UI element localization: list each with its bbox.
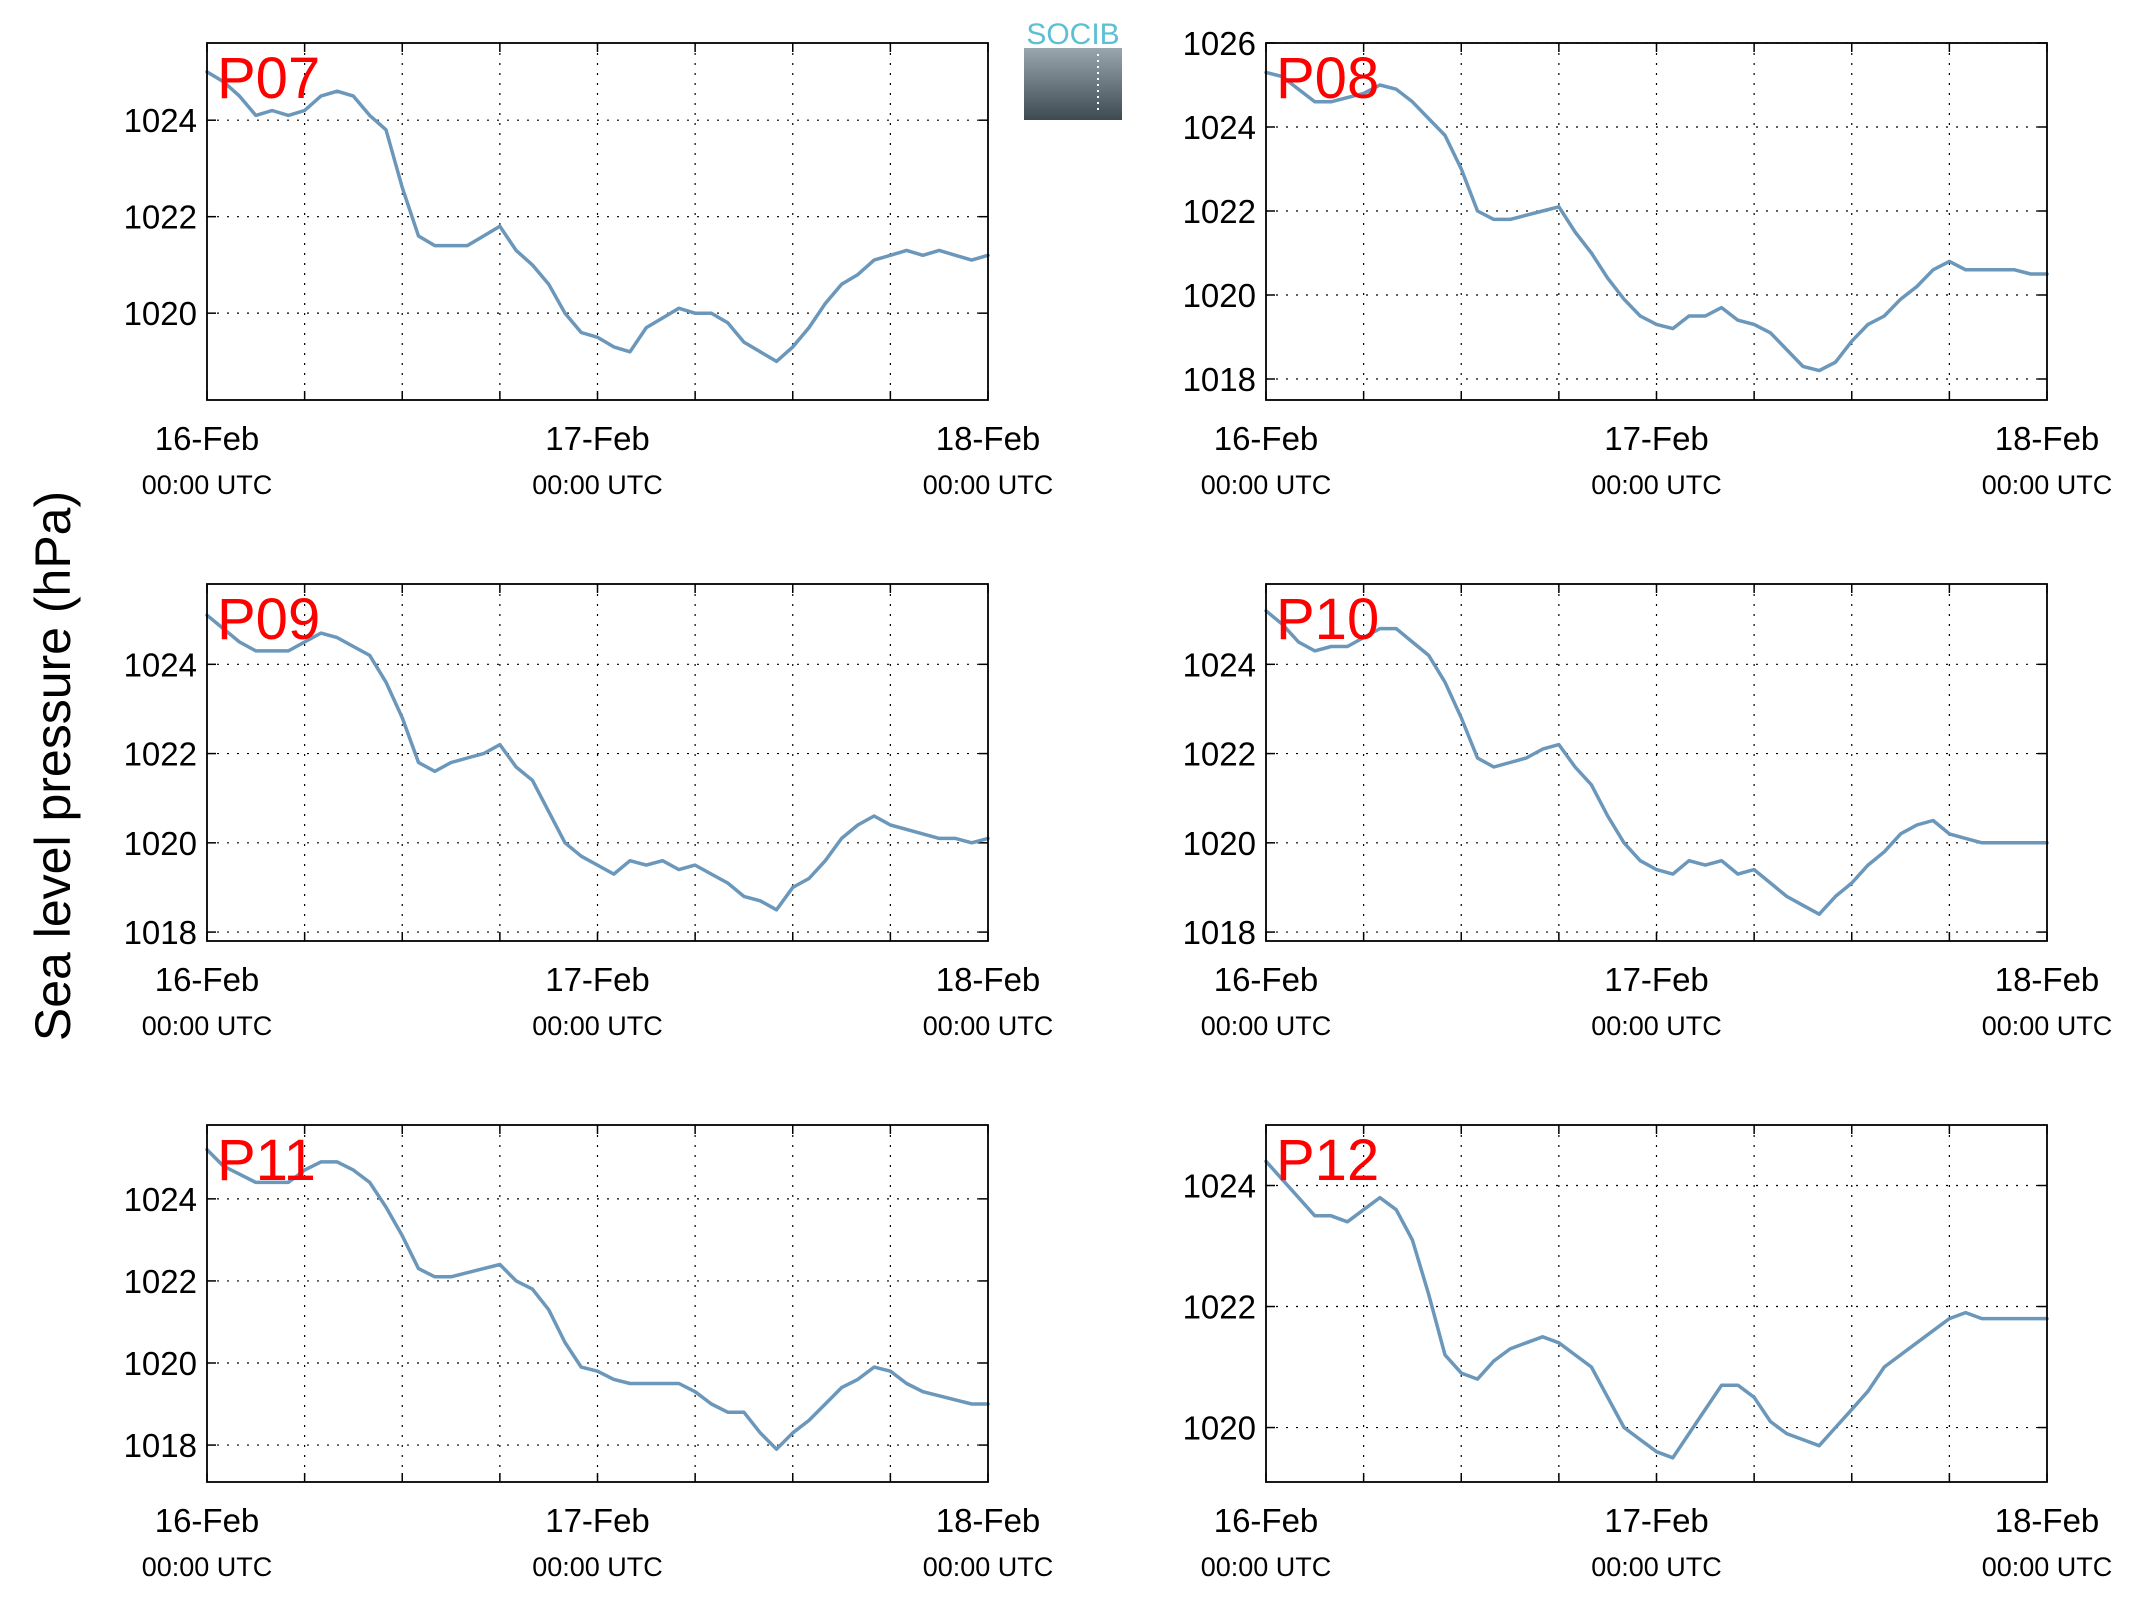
x-tick-date: 18-Feb <box>1995 961 2100 998</box>
x-tick-date: 17-Feb <box>545 1502 650 1539</box>
station-label: P12 <box>1276 1128 1379 1193</box>
panel-p10: 1018 1020 1022 1024 16-Feb 00:00 UTC 17-Feb 00:… <box>1183 583 2113 1041</box>
socib-logo: SOCIB <box>1024 18 1122 120</box>
x-tick-date: 17-Feb <box>1604 420 1709 457</box>
x-tick-date: 17-Feb <box>545 961 650 998</box>
panel-p07: 1020 1022 1024 16-Feb 00:00 UTC 17-Feb 00:00 U… <box>124 42 1054 500</box>
y-tick-label: 1024 <box>1183 646 1256 683</box>
y-tick-label: 1024 <box>124 646 197 683</box>
plot-frame <box>1265 1124 2048 1483</box>
y-tick-label: 1020 <box>124 295 197 332</box>
y-axis-label: Sea level pressure (hPa) <box>25 491 81 1041</box>
series-line-p12 <box>1264 1159 2049 1460</box>
series-line-p11 <box>205 1147 990 1451</box>
y-tick-label: 1024 <box>1183 1168 1256 1205</box>
x-tick-time: 00:00 UTC <box>532 1011 663 1041</box>
plot-frame <box>206 583 989 942</box>
y-tick-label: 1022 <box>1183 1289 1256 1326</box>
y-tick-label: 1020 <box>1183 277 1256 314</box>
x-tick-time: 00:00 UTC <box>532 1552 663 1582</box>
y-tick-label: 1022 <box>1183 193 1256 230</box>
x-tick-time: 00:00 UTC <box>1982 470 2113 500</box>
station-label: P07 <box>217 46 320 111</box>
x-tick-date: 16-Feb <box>1214 961 1319 998</box>
x-tick-date: 18-Feb <box>936 961 1041 998</box>
y-tick-label: 1020 <box>1183 1410 1256 1447</box>
y-tick-label: 1024 <box>124 102 197 139</box>
panel-p09: 1018 1020 1022 1024 16-Feb 00:00 UTC 17-Feb 00:… <box>124 583 1054 1041</box>
y-tick-label: 1022 <box>124 736 197 773</box>
y-tick-label: 1018 <box>1183 361 1256 398</box>
x-tick-time: 00:00 UTC <box>1201 1552 1332 1582</box>
x-tick-date: 18-Feb <box>936 1502 1041 1539</box>
x-tick-time: 00:00 UTC <box>1982 1552 2113 1582</box>
y-tick-label: 1020 <box>124 1345 197 1382</box>
x-tick-time: 00:00 UTC <box>923 470 1054 500</box>
y-tick-label: 1018 <box>1183 914 1256 951</box>
y-tick-label: 1018 <box>124 914 197 951</box>
series-line-p10 <box>1264 609 2049 916</box>
x-tick-date: 16-Feb <box>155 420 260 457</box>
x-tick-date: 18-Feb <box>1995 420 2100 457</box>
series-line-p08 <box>1264 70 2049 373</box>
series-line-p09 <box>205 613 990 912</box>
plot-frame <box>1265 42 2048 401</box>
x-tick-time: 00:00 UTC <box>923 1552 1054 1582</box>
y-tick-label: 1024 <box>124 1181 197 1218</box>
x-tick-time: 00:00 UTC <box>1982 1011 2113 1041</box>
plot-frame <box>206 1124 989 1483</box>
x-tick-date: 17-Feb <box>1604 961 1709 998</box>
logo-text: SOCIB <box>1026 18 1119 51</box>
series-line-p07 <box>205 70 990 364</box>
x-tick-time: 00:00 UTC <box>142 1011 273 1041</box>
x-tick-date: 16-Feb <box>1214 420 1319 457</box>
panel-p12: 1020 1022 1024 16-Feb 00:00 UTC 17-Feb 00:00 U… <box>1183 1124 2113 1582</box>
x-tick-time: 00:00 UTC <box>1591 1011 1722 1041</box>
x-tick-time: 00:00 UTC <box>923 1011 1054 1041</box>
station-label: P11 <box>217 1128 316 1193</box>
plot-frame <box>1265 583 2048 942</box>
y-tick-label: 1020 <box>124 825 197 862</box>
x-tick-time: 00:00 UTC <box>1201 1011 1332 1041</box>
y-tick-label: 1024 <box>1183 109 1256 146</box>
y-tick-label: 1026 <box>1183 25 1256 62</box>
x-tick-time: 00:00 UTC <box>1591 470 1722 500</box>
station-label: P09 <box>217 587 320 652</box>
y-tick-label: 1022 <box>124 199 197 236</box>
station-label: P10 <box>1276 587 1379 652</box>
x-tick-date: 16-Feb <box>1214 1502 1319 1539</box>
x-tick-date: 18-Feb <box>936 420 1041 457</box>
x-tick-time: 00:00 UTC <box>1591 1552 1722 1582</box>
y-tick-label: 1020 <box>1183 825 1256 862</box>
x-tick-date: 16-Feb <box>155 961 260 998</box>
station-label: P08 <box>1276 46 1379 111</box>
y-tick-label: 1018 <box>124 1427 197 1464</box>
x-tick-date: 17-Feb <box>545 420 650 457</box>
y-tick-label: 1022 <box>1183 736 1256 773</box>
logo-block <box>1024 48 1122 120</box>
x-tick-date: 16-Feb <box>155 1502 260 1539</box>
x-tick-date: 17-Feb <box>1604 1502 1709 1539</box>
y-tick-label: 1022 <box>124 1263 197 1300</box>
x-tick-date: 18-Feb <box>1995 1502 2100 1539</box>
panel-p11: 1018 1020 1022 1024 16-Feb 00:00 UTC 17-Feb 00:… <box>124 1124 1054 1582</box>
x-tick-time: 00:00 UTC <box>142 1552 273 1582</box>
x-tick-time: 00:00 UTC <box>532 470 663 500</box>
x-tick-time: 00:00 UTC <box>142 470 273 500</box>
panel-p08: 1018 1020 1022 1024 1026 16-Feb 00:00 UTC 17-Fe… <box>1183 25 2113 500</box>
plot-frame <box>206 42 989 401</box>
x-tick-time: 00:00 UTC <box>1201 470 1332 500</box>
